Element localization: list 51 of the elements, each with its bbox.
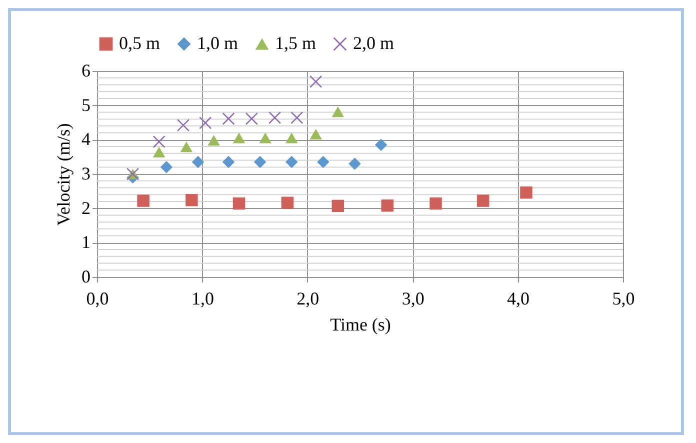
x-tick-label: 1,0 bbox=[191, 288, 214, 308]
point bbox=[222, 112, 235, 125]
legend-label: 2,0 m bbox=[353, 33, 394, 53]
point bbox=[222, 156, 235, 168]
point bbox=[259, 132, 272, 144]
point bbox=[199, 116, 212, 129]
x-tick-label: 3,0 bbox=[402, 288, 424, 308]
y-tick-label: 5 bbox=[82, 94, 90, 115]
y-tick-label: 0 bbox=[82, 266, 90, 286]
point bbox=[180, 142, 193, 152]
point bbox=[348, 158, 361, 170]
point bbox=[186, 194, 198, 206]
x-tick-label: 4,0 bbox=[507, 288, 530, 308]
x-tick-label: 5,0 bbox=[612, 288, 635, 308]
point bbox=[232, 132, 246, 144]
point bbox=[285, 132, 298, 144]
point bbox=[332, 106, 344, 118]
point bbox=[137, 194, 150, 207]
legend-label: 1,0 m bbox=[197, 33, 238, 53]
point bbox=[317, 156, 330, 168]
point bbox=[192, 156, 204, 168]
point bbox=[152, 136, 166, 148]
point bbox=[254, 156, 266, 168]
point bbox=[281, 196, 294, 209]
point bbox=[310, 128, 322, 140]
y-axis-title: Velocity (m/s) bbox=[54, 123, 74, 226]
y-tick-label: 6 bbox=[82, 60, 90, 80]
y-tick-label: 3 bbox=[82, 164, 90, 184]
point bbox=[374, 138, 388, 151]
point bbox=[332, 200, 344, 212]
point bbox=[246, 112, 258, 125]
point bbox=[381, 199, 394, 212]
x-tick-label: 0,0 bbox=[86, 288, 109, 308]
point bbox=[208, 135, 220, 146]
point bbox=[268, 112, 281, 124]
point bbox=[160, 161, 173, 174]
point bbox=[310, 76, 322, 88]
y-tick-label: 1 bbox=[82, 232, 90, 252]
point bbox=[430, 197, 442, 210]
legend-label: 1,5 m bbox=[275, 33, 316, 53]
point bbox=[232, 197, 246, 210]
point bbox=[152, 146, 166, 158]
x-tick-label: 2,0 bbox=[296, 288, 320, 308]
point bbox=[520, 186, 532, 199]
y-tick-label: 2 bbox=[82, 198, 90, 218]
point bbox=[290, 112, 304, 124]
point bbox=[476, 194, 490, 207]
x-axis-title: Time (s) bbox=[330, 314, 391, 334]
y-tick-label: 4 bbox=[82, 129, 90, 150]
point bbox=[285, 156, 298, 168]
legend-label: 0,5 m bbox=[119, 33, 160, 53]
